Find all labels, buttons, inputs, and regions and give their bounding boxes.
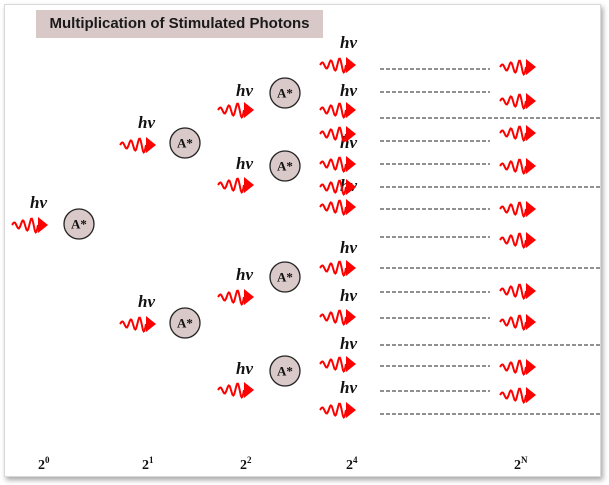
photon-wave-icon bbox=[217, 177, 245, 194]
excited-atom-icon bbox=[269, 355, 301, 387]
photon-wave-icon bbox=[319, 179, 347, 196]
arrow-head-icon bbox=[526, 314, 536, 330]
arrow-head-icon bbox=[346, 126, 356, 142]
arrow-head-icon bbox=[526, 158, 536, 174]
photon-wave-icon bbox=[217, 102, 245, 119]
excited-atom-icon bbox=[169, 127, 201, 159]
atom-label: A* bbox=[277, 270, 293, 285]
photon-wave-icon bbox=[499, 59, 527, 76]
excited-atom-icon bbox=[169, 307, 201, 339]
arrow-head-icon bbox=[346, 57, 356, 73]
photon-energy-label: hv bbox=[340, 238, 357, 257]
arrow-head-icon bbox=[346, 199, 356, 215]
photon-wave-icon bbox=[319, 356, 347, 373]
arrow-head-icon bbox=[526, 59, 536, 75]
photon-energy-label: hv bbox=[340, 81, 357, 100]
diagram-title: Multiplication of Stimulated Photons bbox=[36, 10, 323, 38]
photon-wave-icon bbox=[319, 402, 347, 419]
photon-energy-label: hv bbox=[236, 154, 253, 173]
photon-wave-icon bbox=[319, 260, 347, 277]
diagram-frame bbox=[4, 4, 601, 477]
atom-label: A* bbox=[277, 86, 293, 101]
generation-label: 21 bbox=[142, 455, 154, 473]
arrow-head-icon bbox=[346, 156, 356, 172]
photon-energy-label: hv bbox=[340, 334, 357, 353]
generation-label: 20 bbox=[38, 455, 50, 473]
atom-label: A* bbox=[177, 136, 193, 151]
photon-energy-label: hv bbox=[236, 265, 253, 284]
arrow-head-icon bbox=[346, 402, 356, 418]
photon-wave-icon bbox=[499, 158, 527, 175]
photon-energy-label: hv bbox=[340, 286, 357, 305]
photon-energy-label: hv bbox=[236, 359, 253, 378]
photon-wave-icon bbox=[499, 125, 527, 142]
arrow-head-icon bbox=[526, 283, 536, 299]
arrow-head-icon bbox=[526, 201, 536, 217]
arrow-head-icon bbox=[526, 387, 536, 403]
photon-wave-icon bbox=[499, 93, 527, 110]
photon-wave-icon bbox=[11, 217, 39, 234]
atom-label: A* bbox=[177, 316, 193, 331]
photon-energy-label: hv bbox=[30, 193, 47, 212]
arrow-head-icon bbox=[346, 260, 356, 276]
photon-wave-icon bbox=[499, 201, 527, 218]
photon-energy-label: hv bbox=[340, 33, 357, 52]
photon-wave-icon bbox=[499, 359, 527, 376]
photon-wave-icon bbox=[319, 126, 347, 143]
excited-atom-icon bbox=[63, 208, 95, 240]
photon-wave-icon bbox=[319, 102, 347, 119]
arrow-head-icon bbox=[526, 359, 536, 375]
arrow-head-icon bbox=[38, 217, 48, 233]
photon-wave-icon bbox=[217, 289, 245, 306]
photon-wave-icon bbox=[319, 309, 347, 326]
photon-energy-label: hv bbox=[236, 81, 253, 100]
arrow-head-icon bbox=[244, 382, 254, 398]
photon-wave-icon bbox=[499, 314, 527, 331]
generation-label: 2N bbox=[514, 455, 528, 473]
atom-label: A* bbox=[277, 364, 293, 379]
arrow-head-icon bbox=[146, 137, 156, 153]
arrow-head-icon bbox=[346, 102, 356, 118]
photon-energy-label: hv bbox=[138, 113, 155, 132]
arrow-head-icon bbox=[244, 102, 254, 118]
generation-label: 22 bbox=[240, 455, 252, 473]
photon-wave-icon bbox=[119, 137, 147, 154]
photon-wave-icon bbox=[499, 387, 527, 404]
arrow-head-icon bbox=[346, 179, 356, 195]
atom-label: A* bbox=[71, 217, 87, 232]
generation-label: 24 bbox=[346, 455, 358, 473]
photon-wave-icon bbox=[217, 382, 245, 399]
arrow-head-icon bbox=[244, 289, 254, 305]
arrow-head-icon bbox=[346, 309, 356, 325]
photon-energy-label: hv bbox=[138, 292, 155, 311]
arrow-head-icon bbox=[526, 125, 536, 141]
photon-wave-icon bbox=[319, 57, 347, 74]
arrow-head-icon bbox=[346, 356, 356, 372]
photon-wave-icon bbox=[499, 283, 527, 300]
arrow-head-icon bbox=[526, 232, 536, 248]
atom-label: A* bbox=[277, 159, 293, 174]
photon-wave-icon bbox=[319, 156, 347, 173]
photon-energy-label: hv bbox=[340, 378, 357, 397]
arrow-head-icon bbox=[244, 177, 254, 193]
photon-wave-icon bbox=[499, 232, 527, 249]
excited-atom-icon bbox=[269, 150, 301, 182]
excited-atom-icon bbox=[269, 261, 301, 293]
photon-wave-icon bbox=[119, 316, 147, 333]
excited-atom-icon bbox=[269, 77, 301, 109]
arrow-head-icon bbox=[526, 93, 536, 109]
arrow-head-icon bbox=[146, 316, 156, 332]
photon-wave-icon bbox=[319, 199, 347, 216]
